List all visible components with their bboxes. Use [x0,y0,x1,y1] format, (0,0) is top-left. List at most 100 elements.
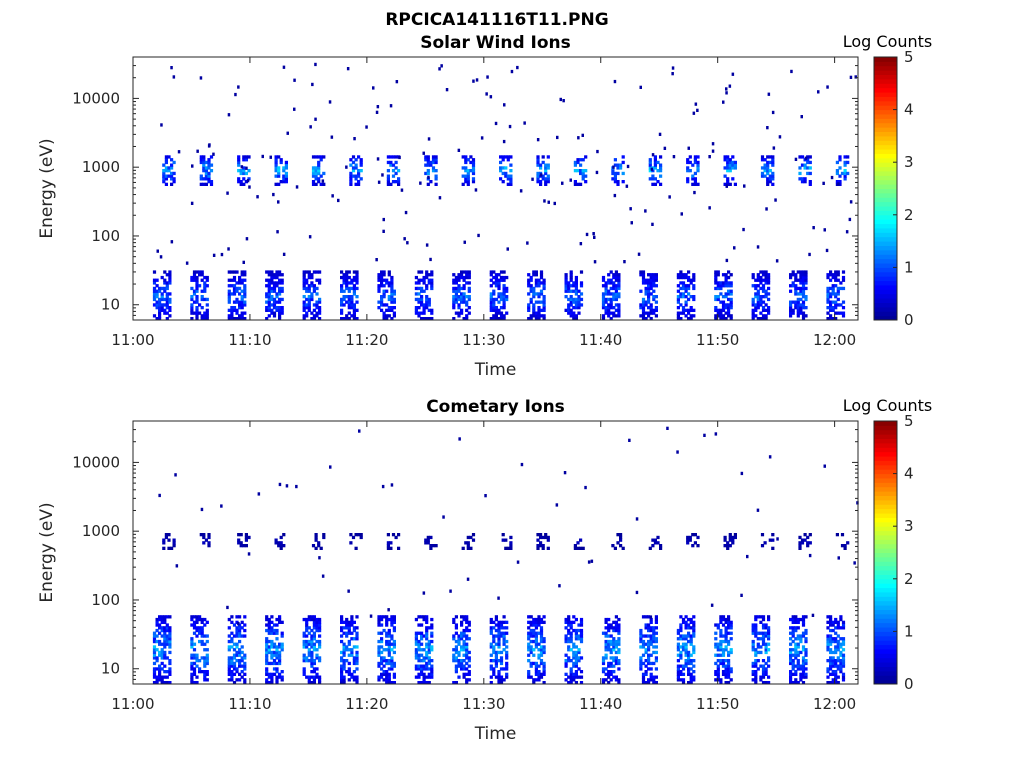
heatmap-cell [616,163,620,167]
heatmap-cell [556,135,559,140]
heatmap-cell [355,675,359,679]
colorbar-tick-label: 1 [904,258,914,276]
colorbar-segment [874,188,897,194]
heatmap-cell [235,650,239,655]
heatmap-cell [227,664,231,668]
heatmap-cell [692,675,696,679]
heatmap-cell [831,681,835,685]
heatmap-cell [639,634,643,638]
heatmap-cell [806,541,810,545]
heatmap-cell [687,659,691,663]
heatmap-cell [542,303,546,307]
heatmap-cell [724,637,728,641]
heatmap-cell [579,546,583,550]
heatmap-cell [167,533,171,537]
heatmap-cell [466,171,470,176]
heatmap-cell [155,284,159,288]
heatmap-cell [386,155,390,159]
x-axis-label: Time [474,360,517,380]
heatmap-cell [279,160,283,165]
heatmap-cell [532,314,536,318]
heatmap-cell [796,306,800,310]
heatmap-cell [163,278,167,282]
heatmap-cell [190,672,194,676]
heatmap-cell [539,637,544,641]
heatmap-cell [536,158,540,162]
heatmap-cell [529,620,533,624]
heatmap-cell [544,182,548,186]
heatmap-cell [719,314,723,318]
heatmap-cell [494,642,498,646]
heatmap-cell [286,131,289,135]
heatmap-cell [267,295,271,299]
heatmap-cell [369,614,373,618]
heatmap-cell [654,306,658,310]
heatmap-cell [834,311,838,315]
heatmap-cell [497,292,501,296]
heatmap-cell [729,317,733,321]
heatmap-cell [414,639,418,644]
heatmap-cell [305,617,309,622]
heatmap-cell [614,678,618,682]
heatmap-cell [499,169,503,173]
heatmap-cell [532,617,536,622]
heatmap-cell [267,650,271,655]
heatmap-cell [274,169,278,173]
colorbar-segment [874,245,897,251]
heatmap-cell [839,645,843,649]
heatmap-cell [676,637,680,641]
heatmap-cell [761,639,766,644]
heatmap-cell [429,180,433,184]
heatmap-cell [466,169,470,173]
heatmap-cell [607,634,611,638]
solar-wind-ions-panel: 11:00 11:10 11:20 11:30 11:40 11:50 12:0010100… [37,32,932,380]
heatmap-cell [764,626,768,630]
heatmap-cell [392,306,396,310]
heatmap-cell [190,678,194,682]
heatmap-cell [454,650,458,655]
heatmap-cell [489,626,493,630]
heatmap-cell [834,626,838,630]
heatmap-cell [471,169,476,173]
heatmap-cell [652,281,656,285]
heatmap-cell [564,275,568,280]
heatmap-cell [759,311,763,315]
heatmap-cell [152,656,157,660]
heatmap-cell [422,278,426,282]
heatmap-cell [414,275,418,280]
heatmap-cell [342,661,346,666]
heatmap-cell [227,278,231,282]
heatmap-cell [647,615,651,619]
heatmap-cell [168,661,172,666]
heatmap-cell [728,169,732,173]
heatmap-cell [621,180,625,184]
heatmap-cell [387,306,391,310]
heatmap-cell [267,631,271,635]
heatmap-cell [203,314,207,318]
heatmap-cell [647,678,651,682]
heatmap-cell [272,659,277,663]
heatmap-cell [502,620,506,624]
heatmap-cell [280,281,284,285]
heatmap-cell [681,642,686,646]
heatmap-cell [796,667,800,671]
heatmap-cell [387,281,391,285]
heatmap-cell [227,295,231,299]
heatmap-cell [235,659,239,663]
heatmap-cell [572,297,576,302]
heatmap-cell [639,270,643,274]
heatmap-cell [534,281,538,285]
heatmap-cell [305,286,309,291]
heatmap-cell [392,650,396,655]
heatmap-cell [754,628,758,633]
heatmap-cell [380,645,384,649]
heatmap-cell [352,645,356,649]
heatmap-cell [420,278,424,282]
heatmap-cell [607,308,611,312]
heatmap-cell [727,672,731,676]
heatmap-cell [227,670,231,674]
heatmap-cell [417,675,421,679]
heatmap-cell [235,642,239,646]
heatmap-cell [817,90,820,94]
heatmap-cell [613,158,617,162]
